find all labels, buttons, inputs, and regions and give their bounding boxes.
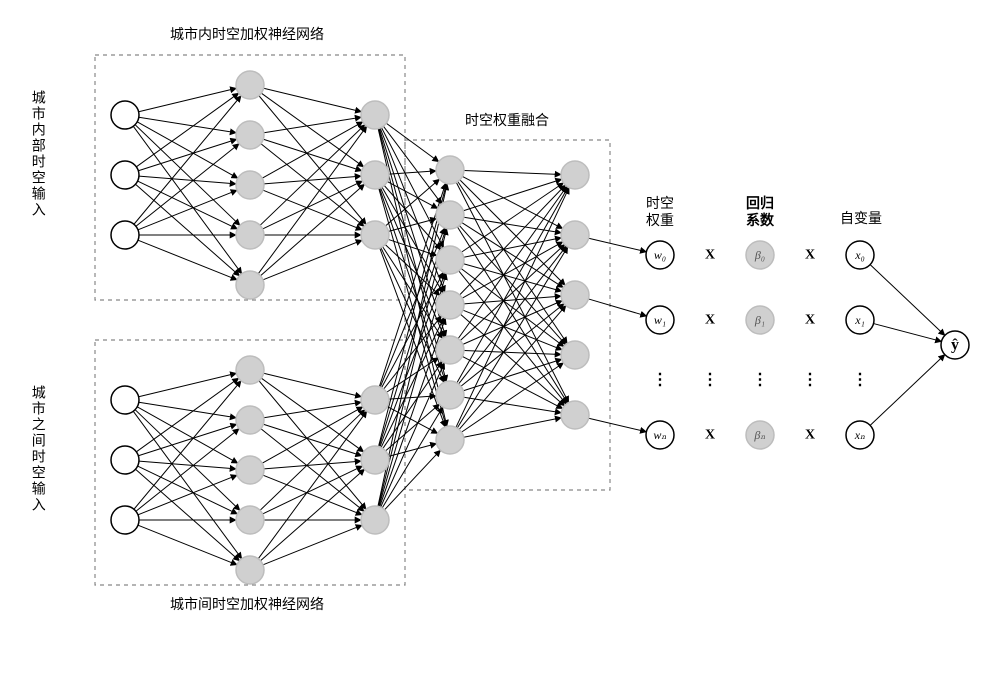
svg-text:β₀: β₀ bbox=[754, 248, 765, 262]
label-left-top: 城市内部时空输入 bbox=[30, 90, 47, 218]
svg-text:x₁: x₁ bbox=[854, 313, 865, 327]
label-col-weight: 时空权重 bbox=[635, 195, 685, 229]
diagram-svg: w₀ β₀ x₀ X Xw₁ β₁ x₁ X Xwₙ βₙ xₙ X X ⋮ ⋮ ⋮ ⋮ ⋮ ŷ bbox=[0, 0, 1000, 675]
svg-text:X: X bbox=[705, 313, 715, 328]
label-fusion-box: 时空权重融合 bbox=[465, 112, 549, 129]
svg-text:X: X bbox=[805, 248, 815, 263]
label-top-box: 城市内时空加权神经网络 bbox=[170, 26, 324, 43]
label-col-var: 自变量 bbox=[840, 210, 880, 227]
svg-text:⋮: ⋮ bbox=[702, 372, 718, 389]
svg-text:⋮: ⋮ bbox=[852, 372, 868, 389]
svg-text:X: X bbox=[705, 248, 715, 263]
label-left-bottom: 城市之间时空输入 bbox=[30, 385, 47, 513]
svg-text:⋮: ⋮ bbox=[802, 372, 818, 389]
svg-text:⋮: ⋮ bbox=[652, 372, 668, 389]
svg-text:w₀: w₀ bbox=[654, 248, 666, 262]
svg-text:β₁: β₁ bbox=[754, 313, 765, 327]
svg-text:xₙ: xₙ bbox=[854, 428, 866, 442]
label-col-coef: 回归系数 bbox=[740, 195, 780, 229]
svg-text:X: X bbox=[805, 428, 815, 443]
svg-text:x₀: x₀ bbox=[854, 248, 865, 262]
svg-text:wₙ: wₙ bbox=[653, 428, 666, 442]
svg-text:X: X bbox=[705, 428, 715, 443]
svg-text:βₙ: βₙ bbox=[753, 428, 765, 442]
label-bottom-box: 城市间时空加权神经网络 bbox=[170, 596, 324, 613]
svg-text:⋮: ⋮ bbox=[752, 372, 768, 389]
svg-text:X: X bbox=[805, 313, 815, 328]
svg-text:ŷ: ŷ bbox=[951, 337, 959, 354]
svg-text:w₁: w₁ bbox=[654, 313, 666, 327]
